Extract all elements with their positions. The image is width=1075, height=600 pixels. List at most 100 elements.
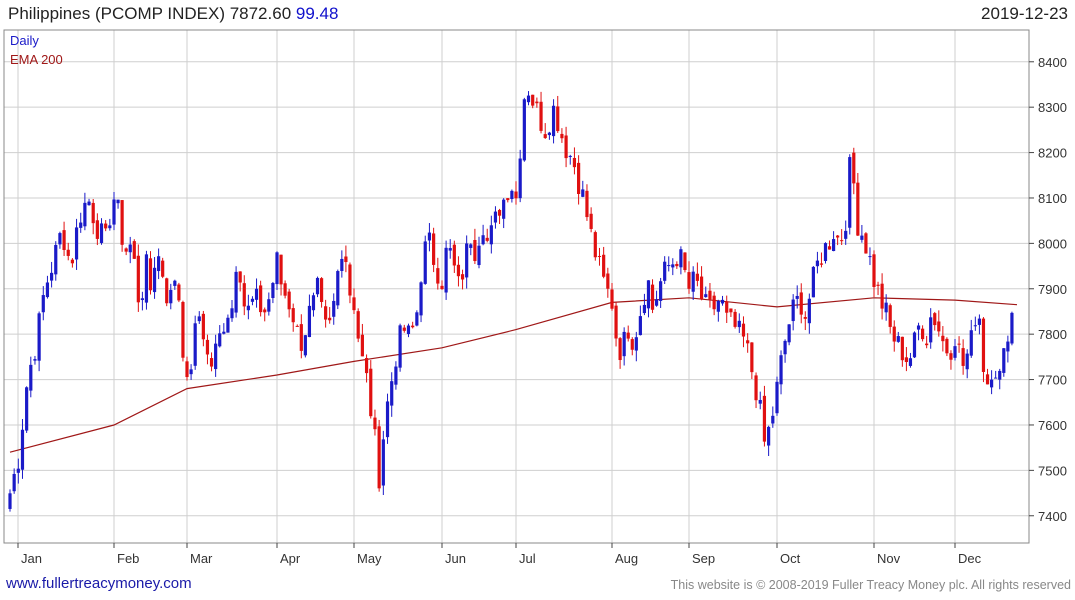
x-tick-label: Nov: [877, 551, 901, 566]
candle-body: [929, 317, 933, 343]
candle-body: [969, 330, 973, 356]
x-tick-label: May: [357, 551, 382, 566]
candle-body: [754, 375, 758, 401]
candle-body: [132, 241, 136, 259]
candle-body: [1006, 341, 1010, 352]
candle-body: [1002, 348, 1006, 373]
candle-body: [803, 317, 807, 319]
y-tick-label: 8300: [1038, 100, 1067, 115]
candle-body: [74, 227, 79, 260]
candle-body: [876, 284, 880, 286]
y-tick-label: 7600: [1038, 418, 1067, 433]
candle-body: [990, 379, 994, 388]
candle-body: [614, 305, 618, 339]
candle-body: [230, 308, 234, 319]
candle-body: [675, 263, 679, 267]
y-tick-label: 7800: [1038, 327, 1067, 342]
candle-body: [238, 271, 242, 283]
candle-body: [712, 295, 716, 310]
candle-body: [348, 264, 352, 296]
candle-body: [481, 235, 485, 245]
candle-body: [411, 325, 415, 328]
candle-body: [242, 283, 246, 307]
x-tick-label: Dec: [958, 551, 982, 566]
candle-body: [419, 282, 423, 316]
candle-body: [551, 105, 556, 137]
candle-body: [840, 240, 844, 242]
candle-body: [360, 334, 364, 357]
candle-body: [169, 289, 173, 304]
candle-body: [741, 323, 746, 337]
candle-body: [925, 343, 929, 346]
candle-body: [514, 191, 518, 199]
candle-body: [340, 258, 344, 271]
candle-body: [83, 202, 87, 227]
y-tick-label: 7700: [1038, 373, 1067, 388]
candle-body: [610, 289, 614, 309]
x-tick-label: Jan: [21, 551, 42, 566]
candle-body: [638, 316, 642, 336]
candle-body: [128, 244, 132, 253]
legend-daily: Daily: [10, 33, 39, 48]
candle-body: [29, 364, 33, 391]
candle-body: [406, 325, 411, 335]
legend-ema: EMA 200: [10, 52, 63, 67]
candle-layer: [8, 91, 1014, 512]
candle-body: [908, 358, 913, 366]
candle-body: [852, 152, 856, 184]
copyright-text: This website is © 2008-2019 Fuller Treac…: [670, 578, 1071, 592]
candle-body: [58, 233, 62, 245]
candle-body: [916, 325, 921, 330]
candle-body: [332, 300, 336, 317]
candle-body: [319, 278, 324, 302]
candle-body: [577, 162, 581, 194]
candle-body: [597, 255, 602, 257]
candle-body: [737, 320, 741, 328]
candle-body: [892, 326, 896, 342]
candle-body: [41, 295, 45, 313]
candle-body: [827, 246, 832, 250]
candle-body: [234, 271, 238, 313]
candle-body: [904, 357, 908, 363]
candle-body: [25, 387, 29, 431]
x-tick-label: Jul: [519, 551, 536, 566]
candle-body: [593, 232, 597, 258]
candle-body: [448, 248, 452, 251]
y-tick-label: 8200: [1038, 146, 1067, 161]
x-tick-label: Jun: [445, 551, 466, 566]
candle-body: [716, 300, 720, 312]
candle-body: [477, 245, 481, 266]
candle-body: [66, 249, 70, 256]
candle-body: [62, 230, 66, 251]
candle-body: [377, 426, 381, 489]
site-link[interactable]: www.fullertreacymoney.com: [6, 575, 192, 592]
x-tick-label: Apr: [280, 551, 301, 566]
candle-body: [364, 358, 369, 374]
candle-body: [70, 259, 74, 264]
candle-body: [556, 106, 560, 132]
candle-body: [981, 318, 986, 372]
candle-body: [344, 256, 348, 263]
candle-body: [37, 313, 41, 361]
candle-body: [856, 182, 860, 236]
candle-body: [868, 256, 872, 258]
candle-body: [87, 201, 91, 206]
candle-body: [642, 304, 647, 314]
candle-body: [465, 243, 469, 278]
candle-body: [108, 225, 112, 229]
candle-body: [945, 338, 949, 354]
candle-body: [189, 369, 193, 375]
candle-body: [994, 377, 998, 379]
candle-body: [679, 249, 683, 268]
candle-body: [45, 282, 50, 298]
candle-body: [531, 94, 535, 106]
x-tick-label: Sep: [692, 551, 715, 566]
candle-body: [181, 301, 185, 358]
candle-body: [699, 276, 704, 299]
candle-body: [880, 283, 884, 309]
title-text: Philippines (PCOMP INDEX) 7872.60: [8, 4, 292, 23]
candle-body: [427, 232, 432, 241]
y-tick-label: 7900: [1038, 282, 1067, 297]
candle-body: [157, 256, 161, 272]
candle-body: [650, 284, 655, 310]
